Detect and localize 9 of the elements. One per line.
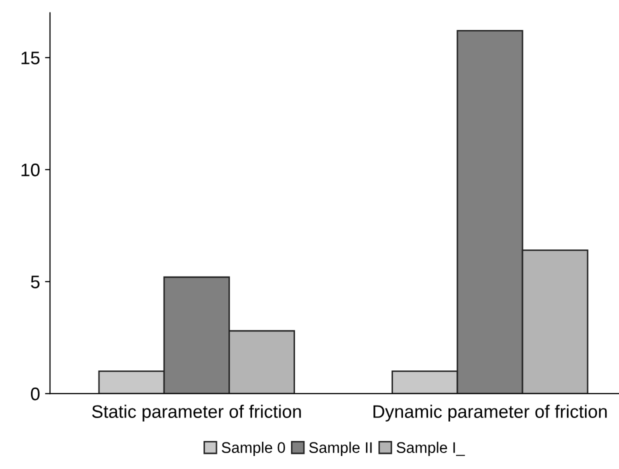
y-tick-label: 10: [22, 164, 40, 176]
legend-label: Sample II: [309, 442, 372, 456]
y-tick-label: 5: [30, 276, 40, 288]
legend-label: Sample I_: [396, 442, 465, 456]
y-tick-label: 15: [22, 52, 40, 64]
legend-label: Sample 0: [222, 442, 286, 456]
x-tick-label: Dynamic parameter of friction: [374, 404, 607, 422]
x-tick-label: Static parameter of friction: [92, 404, 301, 422]
y-tick-label: 0: [30, 388, 40, 400]
